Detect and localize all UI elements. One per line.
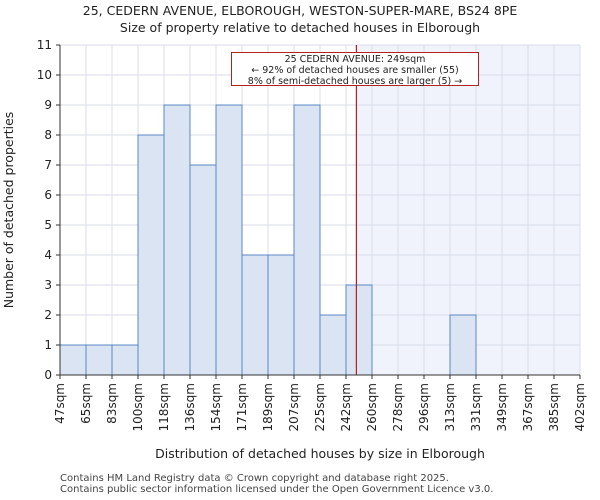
x-tick-label: 154sqm (209, 383, 223, 431)
bar-171sqm (241, 254, 269, 376)
y-axis-label: Number of detached properties (1, 112, 16, 309)
y-tick-label: 2 (44, 308, 52, 322)
annotation-line-2: ← 92% of detached houses are smaller (55… (251, 65, 459, 76)
x-tick-label: 100sqm (131, 383, 145, 431)
x-tick-label: 83sqm (105, 383, 119, 424)
x-tick-label: 65sqm (79, 383, 93, 424)
bar-189sqm (267, 254, 295, 376)
y-tick-label: 1 (44, 338, 52, 352)
x-tick-label: 367sqm (521, 383, 535, 431)
x-tick-label: 189sqm (261, 383, 275, 431)
x-tick-label: 278sqm (391, 383, 405, 431)
x-tick-label: 349sqm (495, 383, 509, 431)
bar-47sqm (59, 344, 87, 376)
bar-100sqm (137, 134, 165, 376)
bar-225sqm (319, 314, 347, 376)
bar-313sqm (449, 314, 477, 376)
bar-83sqm (111, 344, 139, 376)
y-tick-label: 4 (44, 248, 52, 262)
x-tick-label: 242sqm (339, 383, 353, 431)
x-tick-label: 225sqm (313, 383, 327, 431)
y-tick-label: 5 (44, 218, 52, 232)
bar-207sqm (293, 104, 321, 376)
y-tick-label: 10 (37, 68, 52, 82)
footer-line-1: Contains HM Land Registry data © Crown c… (60, 473, 449, 484)
y-tick-label: 9 (44, 98, 52, 112)
chart-subtitle: Size of property relative to detached ho… (119, 20, 481, 35)
x-tick-label: 47sqm (53, 383, 67, 424)
bar-136sqm (189, 164, 217, 376)
footer-line-2: Contains public sector information licen… (60, 484, 494, 495)
y-tick-label: 8 (44, 128, 52, 142)
annotation-line-3: 8% of semi-detached houses are larger (5… (247, 76, 463, 87)
y-tick-label: 11 (37, 38, 52, 52)
x-tick-label: 171sqm (235, 383, 249, 431)
x-tick-label: 385sqm (547, 383, 561, 431)
y-tick-label: 7 (44, 158, 52, 172)
x-axis-label: Distribution of detached houses by size … (155, 446, 485, 461)
x-tick-label: 260sqm (365, 383, 379, 431)
y-tick-label: 3 (44, 278, 52, 292)
x-tick-label: 313sqm (443, 383, 457, 431)
x-tick-label: 207sqm (287, 383, 301, 431)
chart-title: 25, CEDERN AVENUE, ELBOROUGH, WESTON-SUP… (82, 3, 518, 18)
x-tick-label: 296sqm (417, 383, 431, 431)
bar-118sqm (163, 104, 191, 376)
y-tick-label: 0 (44, 368, 52, 382)
x-tick-label: 136sqm (183, 383, 197, 431)
annotation-line-1: 25 CEDERN AVENUE: 249sqm (284, 54, 426, 65)
x-tick-label: 118sqm (157, 383, 171, 431)
y-tick-label: 6 (44, 188, 52, 202)
bar-242sqm (345, 284, 373, 376)
bar-65sqm (85, 344, 113, 376)
x-tick-label: 402sqm (573, 383, 587, 431)
x-tick-label: 331sqm (469, 383, 483, 431)
bar-154sqm (215, 104, 243, 376)
property-annotation-box: 25 CEDERN AVENUE: 249sqm ← 92% of detach… (231, 52, 479, 87)
